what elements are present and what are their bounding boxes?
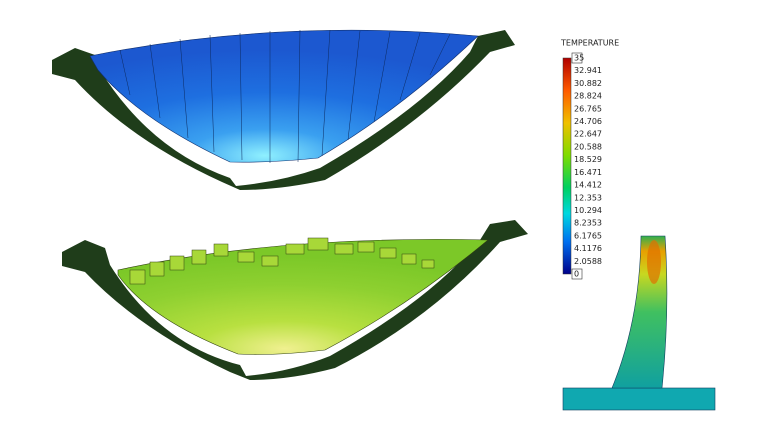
dam-body	[52, 30, 515, 190]
label-box	[571, 52, 583, 64]
dam-surface	[89, 29, 479, 163]
legend-label: 14.412	[574, 181, 602, 190]
legend-label: 2.0588	[574, 257, 602, 266]
dam-body	[62, 220, 528, 380]
section-base	[562, 387, 716, 411]
legend-label: 26.765	[574, 104, 602, 113]
legend-label: 28.824	[574, 92, 602, 101]
legend-label: 10.294	[574, 206, 602, 215]
legend-label: 0	[574, 270, 579, 279]
color-bar	[562, 57, 572, 275]
legend-label: 20.588	[574, 142, 602, 151]
legend-label: 35	[574, 54, 584, 63]
legend-label: 32.941	[574, 66, 602, 75]
legend-label: 18.529	[574, 155, 602, 164]
legend-label: 4.1176	[574, 244, 602, 253]
hot-spot	[647, 240, 661, 284]
legend-label: 6.1765	[574, 231, 602, 240]
legend-label: 24.706	[574, 117, 602, 126]
legend-label: 22.647	[574, 130, 602, 139]
legend-label: 30.882	[574, 79, 602, 88]
label-box	[571, 268, 583, 280]
dam-columns	[129, 237, 435, 285]
legend-labels: 35 32.941 30.882 28.824 26.765 24.706 22.647 20…	[571, 52, 602, 280]
dam-segments	[119, 29, 451, 163]
legend-label: 16.471	[574, 168, 602, 177]
legend-label: 12.353	[574, 193, 602, 202]
legend-label: 8.2353	[574, 219, 602, 228]
legend-title: TEMPERATURE	[560, 39, 619, 48]
